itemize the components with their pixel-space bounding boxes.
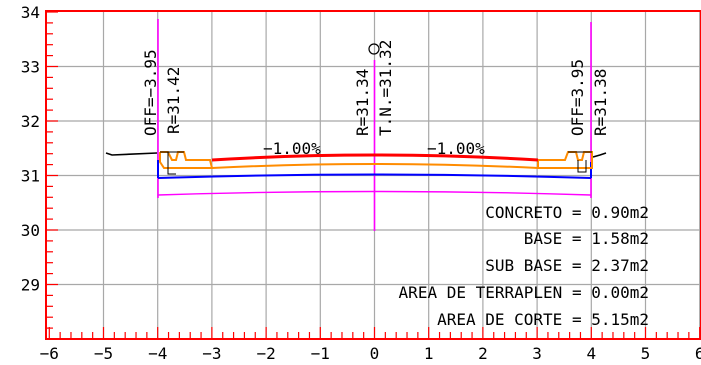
x-tick-label: 6 <box>695 344 701 363</box>
curb-right <box>537 151 593 169</box>
terrain-line-right <box>592 152 607 158</box>
curb-detail-right <box>577 160 587 173</box>
r-right-label: R=31.38 <box>591 69 610 136</box>
area-summary: CONCRETO = 0.90m2 BASE = 1.58m2 SUB BASE… <box>399 203 649 329</box>
x-tick-label: 1 <box>424 344 434 363</box>
area-sub-base: SUB BASE = 2.37m2 <box>485 256 649 275</box>
base-layer <box>211 163 539 169</box>
y-tick-label: 32 <box>21 112 40 131</box>
y-tick-label: 34 <box>21 3 40 22</box>
y-tick-label: 31 <box>21 167 40 186</box>
center-marker <box>368 43 380 55</box>
y-tick-label: 29 <box>21 276 40 295</box>
r-left-label: R=31.42 <box>164 67 183 134</box>
area-corte: AREA DE CORTE = 5.15m2 <box>437 310 649 329</box>
y-tick-label: 30 <box>21 221 40 240</box>
x-tick-label: 0 <box>370 344 380 363</box>
frame-border <box>45 10 701 340</box>
slope-right-label: −1.00% <box>427 139 485 158</box>
off-right-label: OFF=3.95 <box>568 59 587 136</box>
curb-left <box>159 151 214 169</box>
curb-detail-left <box>167 152 176 175</box>
slope-left-label: −1.00% <box>263 139 321 158</box>
x-tick-label: 2 <box>478 344 488 363</box>
x-tick-label: 4 <box>586 344 596 363</box>
x-tick-label: −1 <box>311 344 330 363</box>
tn-center-label: T.N.=31.32 <box>376 40 395 136</box>
section-geometry <box>105 19 607 231</box>
x-tick-label: −2 <box>256 344 275 363</box>
subbase-layer <box>157 173 592 179</box>
x-tick-label: −6 <box>40 344 59 363</box>
subgrade-line <box>157 190 592 196</box>
x-tick-label: −4 <box>148 344 167 363</box>
vertical-labels: OFF=−3.95 R=31.42 R=31.34 T.N.=31.32 OFF… <box>141 40 610 136</box>
area-terraplen: AREA DE TERRAPLEN = 0.00m2 <box>399 283 649 302</box>
x-tick-label: 5 <box>641 344 651 363</box>
area-base: BASE = 1.58m2 <box>524 229 649 248</box>
x-tick-label: −3 <box>202 344 221 363</box>
r-center-label: R=31.34 <box>353 69 372 136</box>
area-concreto: CONCRETO = 0.90m2 <box>485 203 649 222</box>
y-tick-label: 33 <box>21 58 40 77</box>
x-tick-label: 3 <box>532 344 542 363</box>
axis-ticks <box>46 11 701 340</box>
terrain-line-left <box>105 152 158 156</box>
pavement-surface <box>211 153 539 162</box>
off-left-label: OFF=−3.95 <box>141 49 160 136</box>
x-tick-label: −5 <box>94 344 113 363</box>
